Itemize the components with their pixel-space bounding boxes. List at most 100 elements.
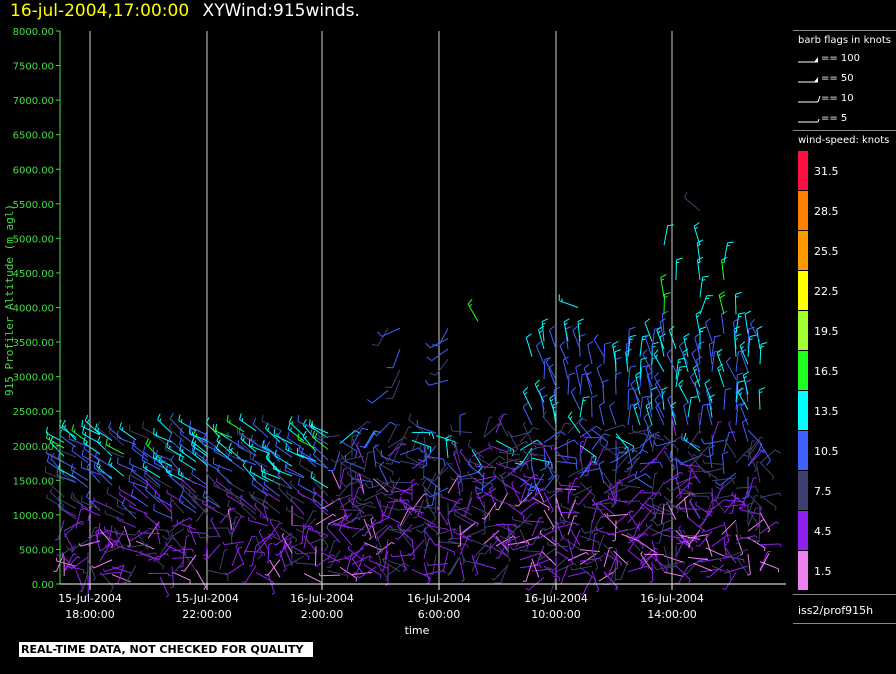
wind-barb	[687, 495, 710, 500]
wind-barb	[369, 557, 389, 569]
wind-barb	[546, 576, 557, 597]
wind-barb	[591, 502, 614, 506]
wind-barb	[71, 469, 89, 488]
wind-barb	[519, 478, 538, 496]
wind-barb	[113, 527, 137, 536]
wind-barb	[104, 443, 125, 458]
wind-barb	[675, 357, 685, 380]
wind-barb	[377, 327, 401, 337]
wind-barb	[426, 348, 449, 362]
wind-barb	[252, 453, 269, 473]
wind-barb	[331, 470, 341, 490]
wind-barb	[372, 478, 389, 493]
wind-barb	[63, 520, 85, 532]
wind-barb	[567, 411, 581, 434]
wind-barb	[335, 480, 353, 497]
wind-barb	[326, 550, 341, 569]
wind-barb	[261, 414, 281, 431]
wind-barb	[639, 461, 663, 468]
wind-barb	[212, 424, 233, 439]
wind-barb	[507, 541, 530, 546]
wind-barb	[338, 527, 353, 546]
wind-barb	[570, 565, 593, 571]
wind-barb	[165, 541, 185, 554]
wind-barb	[142, 445, 161, 464]
wind-barb	[429, 359, 449, 376]
wind-barb	[689, 497, 701, 519]
wind-barb	[740, 348, 749, 372]
wind-barb	[651, 472, 659, 494]
wind-barb	[582, 434, 605, 439]
wind-barb	[118, 491, 137, 507]
wind-barb	[700, 466, 725, 474]
wind-barb	[83, 436, 101, 455]
wind-barb	[380, 550, 389, 571]
barb-sample-icon	[798, 118, 820, 123]
wind-barb	[57, 503, 77, 517]
wind-barb	[553, 555, 557, 578]
wind-barb	[739, 341, 749, 365]
wind-barb	[425, 338, 449, 349]
x-tick-time: 14:00:00	[647, 608, 696, 621]
wind-barb	[596, 527, 617, 537]
wind-barb	[108, 457, 125, 477]
x-axis-label: time	[405, 624, 430, 637]
wind-barb	[708, 394, 715, 418]
wind-barb	[696, 256, 704, 280]
wind-barb	[605, 556, 617, 576]
wind-barb	[630, 379, 641, 403]
wind-barb	[454, 511, 473, 526]
wind-barb	[153, 428, 173, 443]
wind-barb	[519, 501, 539, 515]
wind-barb	[495, 413, 507, 433]
wind-barb	[68, 556, 89, 570]
wind-barb	[347, 545, 365, 562]
wind-barb	[197, 531, 221, 539]
wind-barb	[759, 443, 772, 466]
wind-barb	[423, 562, 431, 585]
wind-barb	[533, 545, 545, 565]
wind-barb	[461, 497, 473, 517]
x-tick-date: 16-Jul-2004	[290, 592, 354, 605]
wind-barb	[705, 318, 713, 342]
wind-barb	[687, 529, 701, 547]
wind-barb	[294, 559, 317, 566]
wind-barb	[567, 499, 577, 519]
wind-barb	[375, 532, 383, 555]
wind-barb	[759, 494, 777, 511]
scale-swatch	[798, 431, 808, 470]
y-tick-label: 6000.00	[13, 165, 54, 176]
wind-barb	[355, 499, 377, 509]
wind-barb	[168, 422, 185, 443]
wind-barb	[724, 548, 749, 558]
wind-barb	[707, 434, 714, 458]
wind-barb	[118, 485, 137, 500]
wind-barb	[289, 536, 294, 559]
wind-barb	[57, 495, 77, 509]
wind-barb	[607, 495, 629, 504]
wind-barb	[687, 556, 708, 561]
wind-barb	[492, 467, 509, 488]
wind-barb	[717, 363, 725, 388]
wind-barb	[537, 473, 557, 491]
wind-barb	[654, 394, 665, 418]
wind-barb	[80, 461, 101, 476]
wind-barb	[183, 535, 190, 557]
wind-barb	[598, 401, 606, 426]
wind-barb	[351, 556, 365, 576]
wind-barb	[702, 499, 713, 520]
wind-barb	[432, 328, 449, 347]
wind-barb	[227, 499, 245, 518]
wind-barb	[188, 489, 209, 504]
wind-barb	[152, 446, 173, 461]
wind-barb	[405, 450, 425, 467]
wind-barb	[683, 333, 690, 357]
wind-barb	[650, 387, 657, 410]
wind-barb	[514, 447, 533, 466]
x-tick-time: 22:00:00	[182, 608, 231, 621]
wind-barb	[471, 544, 489, 560]
wind-barb	[226, 415, 245, 433]
wind-barb	[482, 513, 486, 535]
wind-barb	[535, 484, 545, 503]
wind-barb	[531, 496, 550, 511]
